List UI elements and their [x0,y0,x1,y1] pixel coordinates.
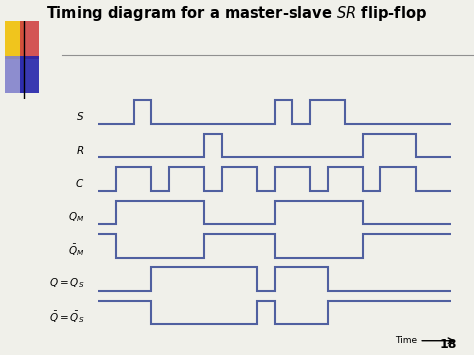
Text: Timing diagram for a master-slave $\mathit{SR}$ flip-flop: Timing diagram for a master-slave $\math… [46,4,428,23]
Bar [5,21,24,59]
Text: Time: Time [395,336,418,345]
Text: $Q=Q_S$: $Q=Q_S$ [49,277,84,290]
Bar [20,56,39,93]
Text: $\bar{Q}_M$: $\bar{Q}_M$ [68,242,84,258]
Text: 18: 18 [440,338,457,351]
Text: $R$: $R$ [76,144,84,156]
Text: $Q_M$: $Q_M$ [68,210,84,224]
Bar [20,21,39,59]
Text: $\bar{Q}=\bar{Q}_S$: $\bar{Q}=\bar{Q}_S$ [49,309,84,325]
Bar [5,56,24,93]
Text: $C$: $C$ [75,177,84,189]
Text: $S$: $S$ [76,110,84,122]
